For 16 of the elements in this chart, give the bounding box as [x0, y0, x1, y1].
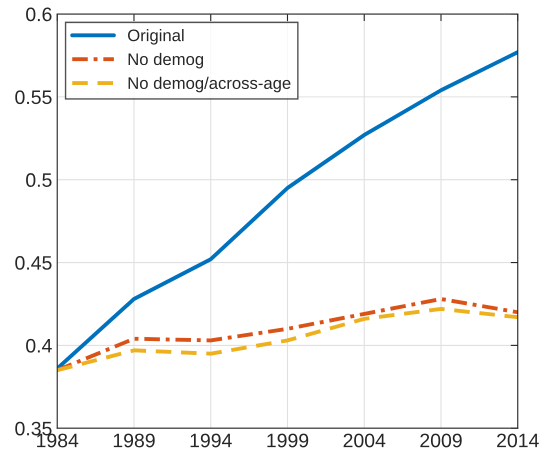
legend-label: No demog — [128, 52, 204, 68]
y-tick-label: 0.4 — [26, 338, 52, 353]
y-tick-label: 0.45 — [15, 256, 52, 270]
x-tick-label: 2004 — [344, 434, 386, 448]
y-tick-label: 0.35 — [15, 422, 52, 436]
y-tick-label: 0.55 — [15, 90, 52, 104]
x-tick-label: 1999 — [267, 434, 308, 448]
y-tick-label: 0.6 — [26, 8, 52, 22]
legend-label: No demog/across-age — [128, 76, 290, 92]
y-tick-label: 0.5 — [26, 173, 52, 187]
x-tick-label: 1984 — [37, 434, 78, 448]
x-tick-label: 2014 — [497, 434, 539, 448]
legend-label: Original — [128, 29, 184, 45]
x-tick-label: 2009 — [420, 434, 462, 448]
x-tick-label: 1994 — [190, 434, 232, 448]
x-tick-label: 1989 — [114, 434, 155, 448]
